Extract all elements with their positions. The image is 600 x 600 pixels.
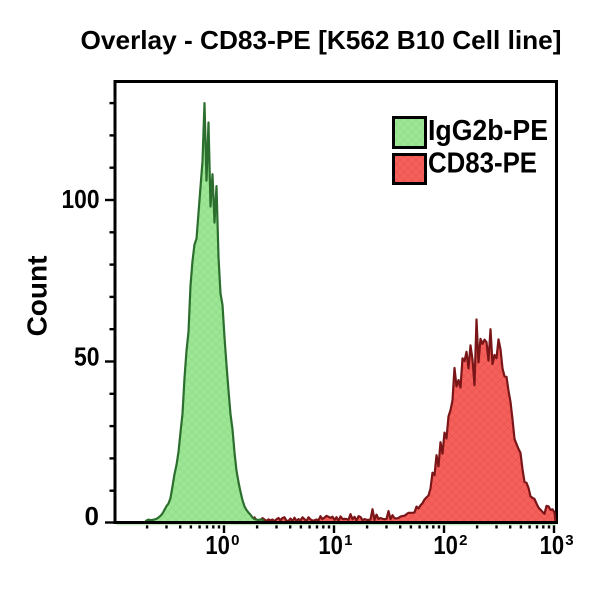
svg-text:100: 100 bbox=[62, 184, 100, 214]
svg-text:IgG2b-PE: IgG2b-PE bbox=[428, 115, 548, 147]
svg-text:Overlay - CD83-PE [K562 B10 Ce: Overlay - CD83-PE [K562 B10 Cell line] bbox=[81, 25, 562, 55]
svg-text:2: 2 bbox=[459, 532, 467, 549]
svg-text:10: 10 bbox=[318, 530, 343, 560]
svg-text:0: 0 bbox=[231, 532, 239, 549]
svg-text:10: 10 bbox=[433, 530, 458, 560]
svg-text:3: 3 bbox=[565, 532, 573, 549]
svg-text:10: 10 bbox=[540, 530, 565, 560]
svg-text:CD83-PE: CD83-PE bbox=[428, 147, 537, 179]
svg-text:10: 10 bbox=[205, 530, 230, 560]
svg-text:Count: Count bbox=[21, 256, 52, 337]
svg-text:50: 50 bbox=[74, 342, 100, 372]
svg-text:1: 1 bbox=[344, 532, 352, 549]
svg-text:0: 0 bbox=[85, 501, 99, 531]
